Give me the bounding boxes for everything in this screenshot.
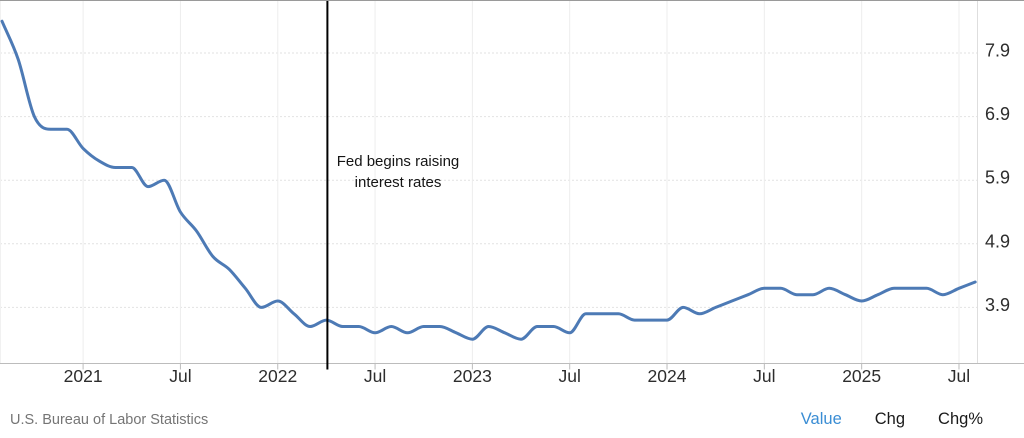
y-tick-label: 6.9: [985, 104, 1010, 124]
chg-link[interactable]: Chg: [874, 410, 906, 428]
series-column-links: Value Chg Chg%: [801, 410, 983, 429]
value-link[interactable]: Value: [800, 410, 842, 428]
x-tick-label: Jul: [559, 366, 581, 386]
annotation-text: Fed begins raising interest rates: [330, 151, 466, 193]
series-line[interactable]: [0, 19, 977, 341]
x-tick-label: 2024: [648, 366, 687, 386]
x-tick-label: Jul: [169, 366, 191, 386]
y-tick-label: 5.9: [985, 168, 1010, 188]
x-tick-label: 2025: [842, 366, 881, 386]
x-tick-label: 2022: [258, 366, 297, 386]
x-tick-label: 2021: [64, 366, 103, 386]
source-attribution: U.S. Bureau of Labor Statistics: [10, 412, 209, 428]
y-tick-label: 4.9: [985, 231, 1010, 251]
x-tick-label: Jul: [364, 366, 386, 386]
y-tick-label: 3.9: [985, 295, 1010, 315]
chart-svg[interactable]: 7.9 6.9 5.9 4.9 3.9 2021 Jul 2022 Jul 2023 Jul 2024…: [0, 1, 1024, 393]
y-tick-label: 7.9: [985, 41, 1010, 61]
x-tick-label: Jul: [948, 366, 970, 386]
x-tick-label: 2023: [453, 366, 492, 386]
annotation-line-1: Fed begins raising: [336, 153, 460, 170]
annotation-line-2: interest rates: [354, 174, 442, 191]
chg-pct-link[interactable]: Chg%: [938, 410, 983, 428]
x-tick-label: Jul: [753, 366, 775, 386]
